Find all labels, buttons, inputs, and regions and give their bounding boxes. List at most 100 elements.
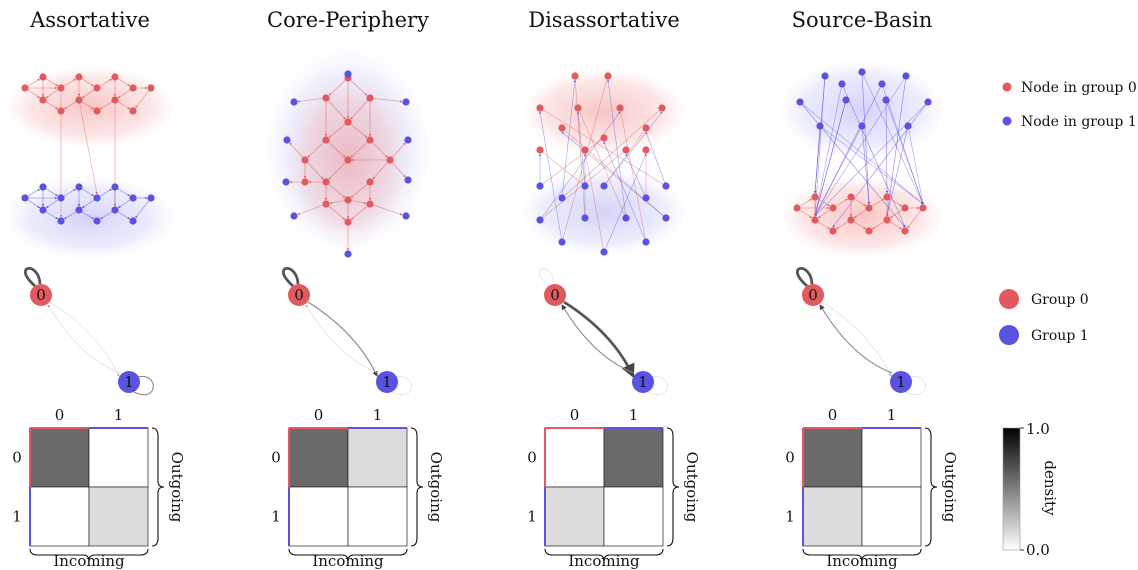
network-node [924,98,932,106]
group-self-loop-1 [647,376,668,395]
outgoing-brace [151,427,165,547]
network-edge [389,142,406,161]
network-node [344,70,352,78]
network-node [600,182,608,190]
matrix-row0-label: 0 [527,449,537,467]
network-edge [886,125,909,217]
network-node [901,227,909,235]
group-edge-0-1 [307,301,378,377]
outgoing-label: Outgoing [941,452,959,523]
matrix-0: 0 1 0 1 Outgoing Incoming [12,406,186,570]
network-edge [607,79,627,219]
group-node-1 [118,371,140,393]
network-node [129,194,137,202]
network-node [111,206,119,214]
network-edge [347,77,368,96]
legend: Node in group 0 Node in group 1 Group 0 … [999,80,1137,345]
network-edge [369,97,403,103]
network-node [574,104,582,112]
legend-group0-label: Group 0 [1031,292,1089,308]
network-edge [561,131,667,219]
network-edge [799,101,924,205]
panel-title-source-basin: Source-Basin [792,8,933,32]
group-node-0 [288,284,310,306]
network-node [322,136,330,144]
group0-halo [770,172,954,262]
matrix-row1-label: 1 [527,508,537,526]
network-edge [350,139,371,158]
network-edge [561,79,576,199]
network-node [662,182,670,190]
colorbar-gradient [1002,427,1021,551]
incoming-label: Incoming [826,552,898,570]
matrix-cell-1-0 [288,486,349,547]
network-node [301,178,309,186]
network-node [344,250,352,258]
network-edge [861,125,871,205]
network-edge [325,203,346,220]
network-node [39,73,47,81]
network-source-basin [770,55,954,262]
network-edge [619,107,647,243]
group-self-loop-0 [281,267,300,288]
outgoing-brace [924,427,938,547]
group-graph-1: 01 [281,267,412,395]
network-node [581,146,589,154]
network-node [111,73,119,81]
matrix-row1-label: 1 [12,508,22,526]
network-node [919,204,927,212]
network-edge [135,87,152,109]
network-edge [813,75,826,217]
network-node [57,217,65,225]
network-edge [539,111,621,221]
network-edge [577,107,627,219]
network-node [21,194,29,202]
network-node [21,84,29,92]
group-node-1-label: 1 [896,373,906,391]
network-node [642,238,650,246]
network-edge [814,99,847,217]
network-node [865,204,873,212]
network-node [883,216,891,224]
network-node [838,80,846,88]
network-node [581,214,589,222]
outgoing-brace [666,427,680,547]
network-edge [603,127,647,187]
network-core-periphery [256,38,440,262]
matrix-col1-label: 1 [887,406,897,424]
network-node [93,194,101,202]
network-node [129,84,137,92]
group1-halo [512,164,696,260]
network-edge [539,149,586,187]
network-edge [328,121,349,138]
network-node [366,200,374,208]
network-node [366,178,374,186]
group-node-0-label: 0 [294,286,304,304]
group-node-0-label: 0 [36,286,46,304]
legend-node1-label: Node in group 1 [1021,114,1137,130]
network-edge [645,131,667,187]
network-node [386,156,394,164]
network-node [558,238,566,246]
group-edge-1-0 [561,304,635,374]
group-self-loop-0 [795,267,814,288]
group-node-0 [802,284,824,306]
network-node [344,218,352,226]
legend-group0-dot [999,289,1019,309]
network-node [865,227,873,235]
network-node [366,94,374,102]
network-edge [603,153,647,253]
network-node [571,72,579,80]
network-node [642,124,650,132]
network-edge [814,83,843,217]
legend-group1-label: Group 1 [1031,328,1089,344]
network-edge [325,139,346,158]
group-self-loop-0 [23,267,42,288]
network-node [581,182,589,190]
network-node [878,80,886,88]
group-edge-0-1 [563,300,635,379]
matrix-cell-0-1 [861,427,922,488]
network-edge [841,83,906,228]
network-edge [813,125,821,194]
network-edge [369,139,388,158]
